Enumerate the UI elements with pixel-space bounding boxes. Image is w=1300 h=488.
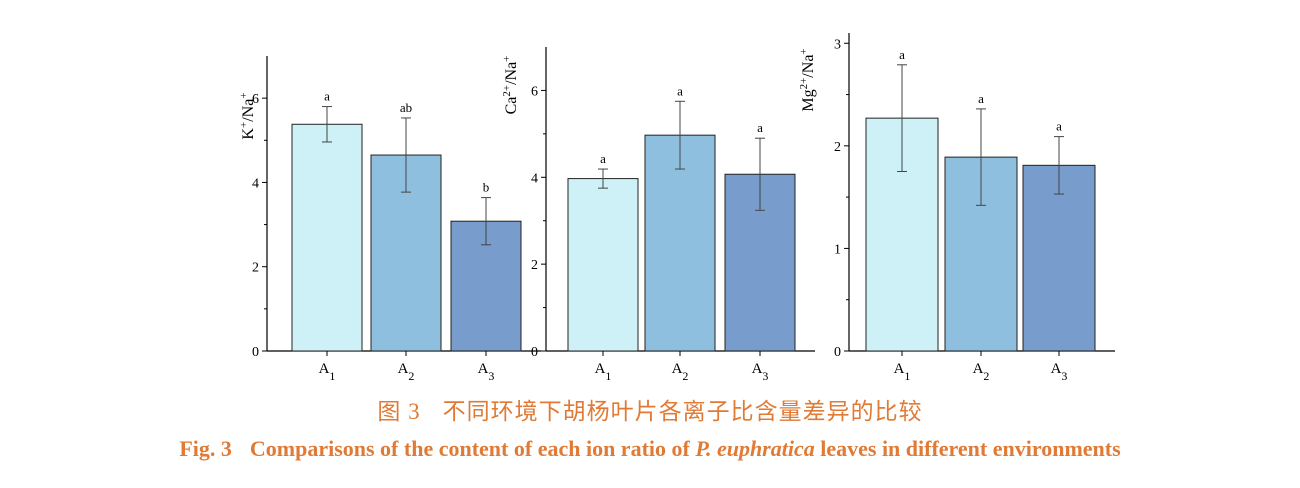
y-axis-label: Ca2+/Na+	[501, 56, 520, 115]
x-tick-label: A2	[398, 361, 415, 383]
x-tick-label: A2	[973, 361, 990, 383]
caption-en-species: P. euphratica	[695, 436, 815, 461]
significance-letter: b	[483, 180, 490, 195]
y-axis-label: Mg2+/Na+	[798, 48, 817, 111]
chart-3: 0 1 2 3 Mg2+/Na+ a A1 a A2 a A3	[798, 33, 1115, 383]
x-tick-label: A3	[752, 361, 769, 383]
significance-letter: a	[677, 83, 683, 98]
caption-english: Fig. 3 Comparisons of the content of each…	[0, 436, 1300, 462]
y-tick-label: 0	[531, 345, 538, 360]
y-tick-label: 3	[834, 37, 841, 52]
caption-en-after: leaves in different environments	[814, 436, 1121, 461]
y-tick-label: 2	[252, 261, 259, 276]
significance-letter: a	[757, 120, 763, 135]
y-axis-label: K+/Na+	[238, 92, 257, 139]
bar-A1	[291, 123, 363, 352]
significance-letter: a	[1056, 119, 1062, 134]
caption-cn-fignum: 图 3	[377, 399, 421, 424]
y-tick-label: 0	[252, 345, 259, 360]
y-tick-label: 1	[834, 242, 841, 257]
x-tick-label: A1	[595, 361, 612, 383]
y-tick-label: 0	[834, 345, 841, 360]
y-tick-label: 2	[834, 140, 841, 155]
x-tick-label: A3	[478, 361, 495, 383]
y-tick-label: 4	[531, 171, 538, 186]
significance-letter: ab	[400, 100, 412, 115]
y-tick-label: 6	[531, 84, 538, 99]
y-tick-label: 6	[252, 92, 259, 107]
significance-letter: a	[899, 47, 905, 62]
significance-letter: a	[978, 91, 984, 106]
x-tick-label: A2	[672, 361, 689, 383]
bar-A3	[1022, 164, 1096, 352]
bar-A1	[567, 178, 639, 352]
x-tick-label: A3	[1051, 361, 1068, 383]
y-tick-label: 2	[531, 258, 538, 273]
caption-en-fignum: Fig. 3	[179, 436, 232, 461]
significance-letter: a	[324, 89, 330, 104]
y-tick-label: 4	[252, 176, 259, 191]
x-tick-label: A1	[894, 361, 911, 383]
caption-en-before: Comparisons of the content of each ion r…	[249, 436, 696, 461]
significance-letter: a	[600, 151, 606, 166]
x-tick-label: A1	[319, 361, 336, 383]
caption-chinese: 图 3 不同环境下胡杨叶片各离子比含量差异的比较	[0, 392, 1300, 426]
chart-2: 0 2 4 6 Ca2+/Na+ a A1 a A2 a A3	[501, 47, 815, 383]
caption-cn-text: 不同环境下胡杨叶片各离子比含量差异的比较	[442, 399, 923, 425]
